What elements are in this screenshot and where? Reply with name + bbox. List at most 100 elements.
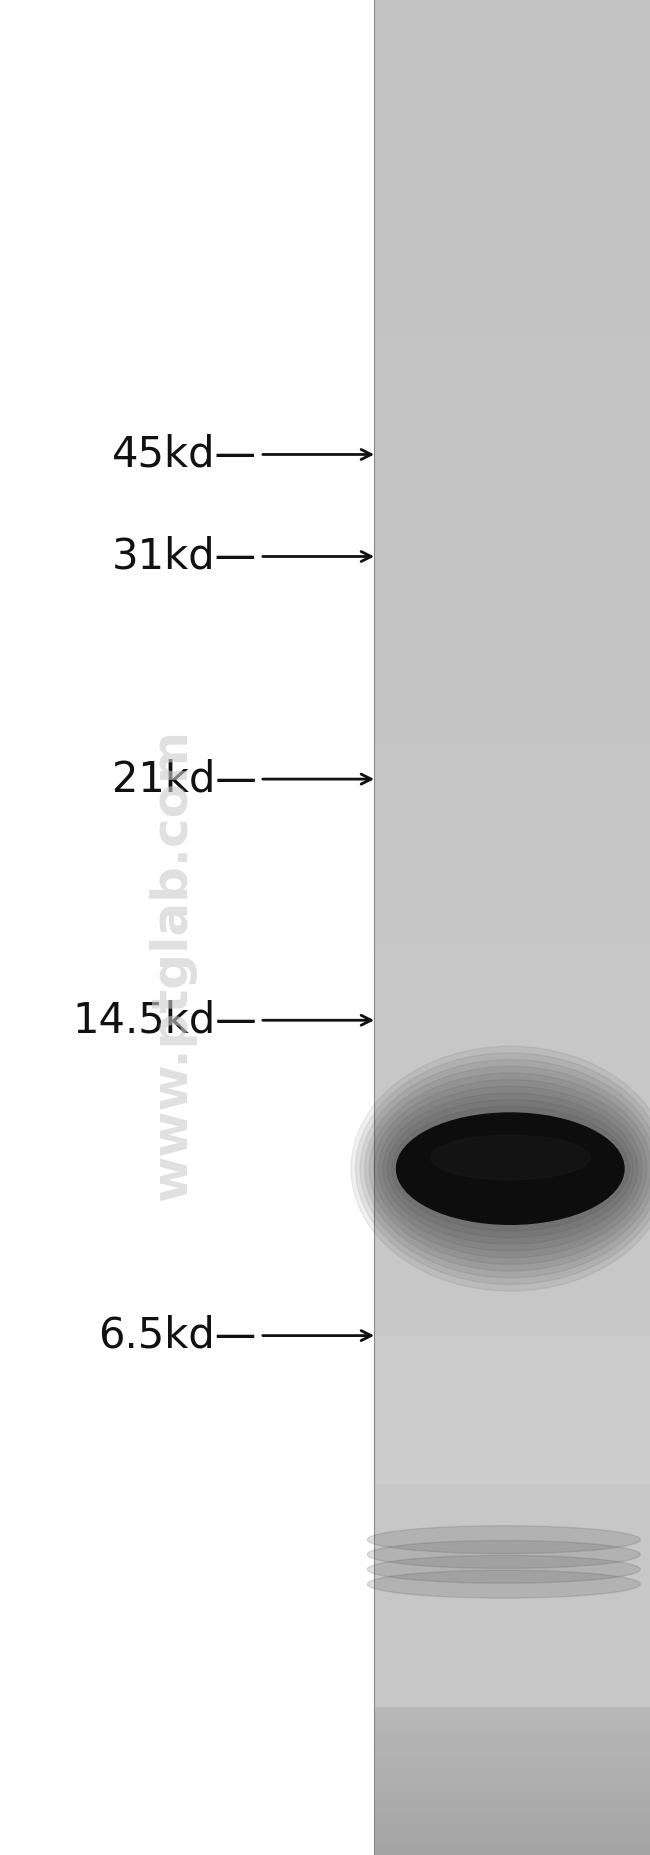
- Bar: [374, 1781, 650, 1788]
- Bar: [374, 618, 650, 627]
- Bar: [374, 1224, 650, 1232]
- Bar: [374, 390, 650, 397]
- Bar: [374, 477, 650, 484]
- Bar: [374, 766, 650, 775]
- Bar: [374, 1397, 650, 1406]
- Bar: [374, 1670, 650, 1677]
- Bar: [374, 161, 650, 169]
- Bar: [374, 1237, 650, 1245]
- Bar: [374, 488, 650, 497]
- Bar: [374, 384, 650, 391]
- Bar: [374, 98, 650, 108]
- Bar: [374, 50, 650, 58]
- Bar: [374, 1731, 650, 1740]
- Bar: [374, 1367, 650, 1375]
- Bar: [374, 1490, 650, 1499]
- Bar: [374, 93, 650, 100]
- Bar: [374, 1015, 650, 1022]
- Bar: [374, 1534, 650, 1542]
- Bar: [374, 748, 650, 757]
- Bar: [374, 321, 650, 330]
- Bar: [374, 649, 650, 657]
- Bar: [374, 1107, 650, 1115]
- Bar: [374, 1558, 650, 1566]
- Bar: [374, 1595, 650, 1603]
- Bar: [374, 859, 650, 868]
- Bar: [374, 186, 650, 193]
- Bar: [374, 451, 650, 460]
- Bar: [374, 1497, 650, 1504]
- Bar: [374, 427, 650, 434]
- Bar: [374, 514, 650, 521]
- Bar: [374, 588, 650, 595]
- Bar: [374, 811, 650, 818]
- Bar: [374, 792, 650, 800]
- Bar: [374, 339, 650, 349]
- Bar: [374, 996, 650, 1004]
- Bar: [374, 965, 650, 972]
- Bar: [374, 1688, 650, 1695]
- Bar: [374, 1280, 650, 1287]
- Bar: [374, 983, 650, 991]
- Bar: [374, 978, 650, 985]
- Bar: [374, 840, 650, 850]
- Bar: [374, 885, 650, 892]
- Bar: [374, 1211, 650, 1221]
- Bar: [374, 1267, 650, 1276]
- Text: www.ptglab.com: www.ptglab.com: [148, 729, 196, 1200]
- Bar: [374, 1484, 650, 1491]
- Bar: [374, 1026, 650, 1035]
- Bar: [374, 358, 650, 367]
- Bar: [374, 87, 650, 95]
- Bar: [374, 1423, 650, 1430]
- Bar: [374, 247, 650, 256]
- Bar: [374, 761, 650, 768]
- Text: 31kd—: 31kd—: [112, 536, 257, 577]
- Bar: [374, 532, 650, 540]
- Bar: [374, 538, 650, 545]
- Bar: [374, 1712, 650, 1721]
- Bar: [374, 1775, 650, 1783]
- Bar: [374, 952, 650, 961]
- Bar: [374, 896, 650, 905]
- Bar: [374, 1645, 650, 1653]
- Bar: [374, 241, 650, 249]
- Bar: [374, 1842, 650, 1851]
- Bar: [374, 1256, 650, 1263]
- Text: 14.5kd—: 14.5kd—: [72, 1000, 257, 1041]
- Bar: [374, 1707, 650, 1714]
- Bar: [374, 297, 650, 304]
- Bar: [374, 273, 650, 280]
- Bar: [374, 989, 650, 998]
- Bar: [374, 710, 650, 720]
- Bar: [374, 1349, 650, 1356]
- Bar: [374, 928, 650, 935]
- Bar: [374, 352, 650, 360]
- Bar: [374, 1694, 650, 1703]
- Bar: [374, 61, 650, 70]
- Ellipse shape: [369, 1072, 650, 1265]
- Bar: [374, 69, 650, 76]
- Bar: [374, 1757, 650, 1764]
- Bar: [374, 774, 650, 781]
- Ellipse shape: [383, 1093, 638, 1245]
- Bar: [374, 1404, 650, 1412]
- Bar: [374, 1428, 650, 1436]
- Bar: [374, 506, 650, 516]
- Bar: [374, 210, 650, 219]
- Bar: [374, 421, 650, 429]
- Bar: [374, 1540, 650, 1547]
- Bar: [374, 692, 650, 701]
- Bar: [374, 1052, 650, 1059]
- Bar: [374, 662, 650, 670]
- Bar: [374, 1441, 650, 1449]
- Bar: [374, 1831, 650, 1838]
- Bar: [374, 525, 650, 534]
- Bar: [374, 1020, 650, 1028]
- Bar: [374, 562, 650, 571]
- Bar: [374, 1323, 650, 1332]
- Bar: [374, 1657, 650, 1666]
- Bar: [374, 1145, 650, 1152]
- Bar: [374, 1503, 650, 1510]
- Bar: [374, 347, 650, 354]
